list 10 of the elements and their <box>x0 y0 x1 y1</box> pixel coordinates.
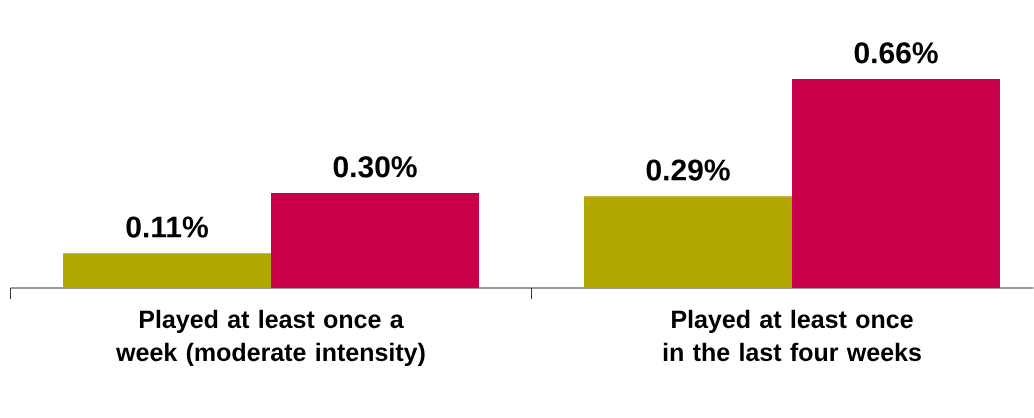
data-label: 0.11% <box>126 216 208 238</box>
bar <box>63 253 271 288</box>
data-label: 0.66% <box>854 42 938 64</box>
bar <box>271 192 479 288</box>
data-label: 0.29% <box>646 159 730 181</box>
bar <box>792 78 1001 288</box>
x-tick-label: Played at least once in the last four weeks <box>663 309 921 362</box>
bar <box>584 196 792 288</box>
data-label: 0.30% <box>333 156 417 178</box>
x-tick-label: Played at least once a week (moderate intensity) <box>116 309 425 367</box>
